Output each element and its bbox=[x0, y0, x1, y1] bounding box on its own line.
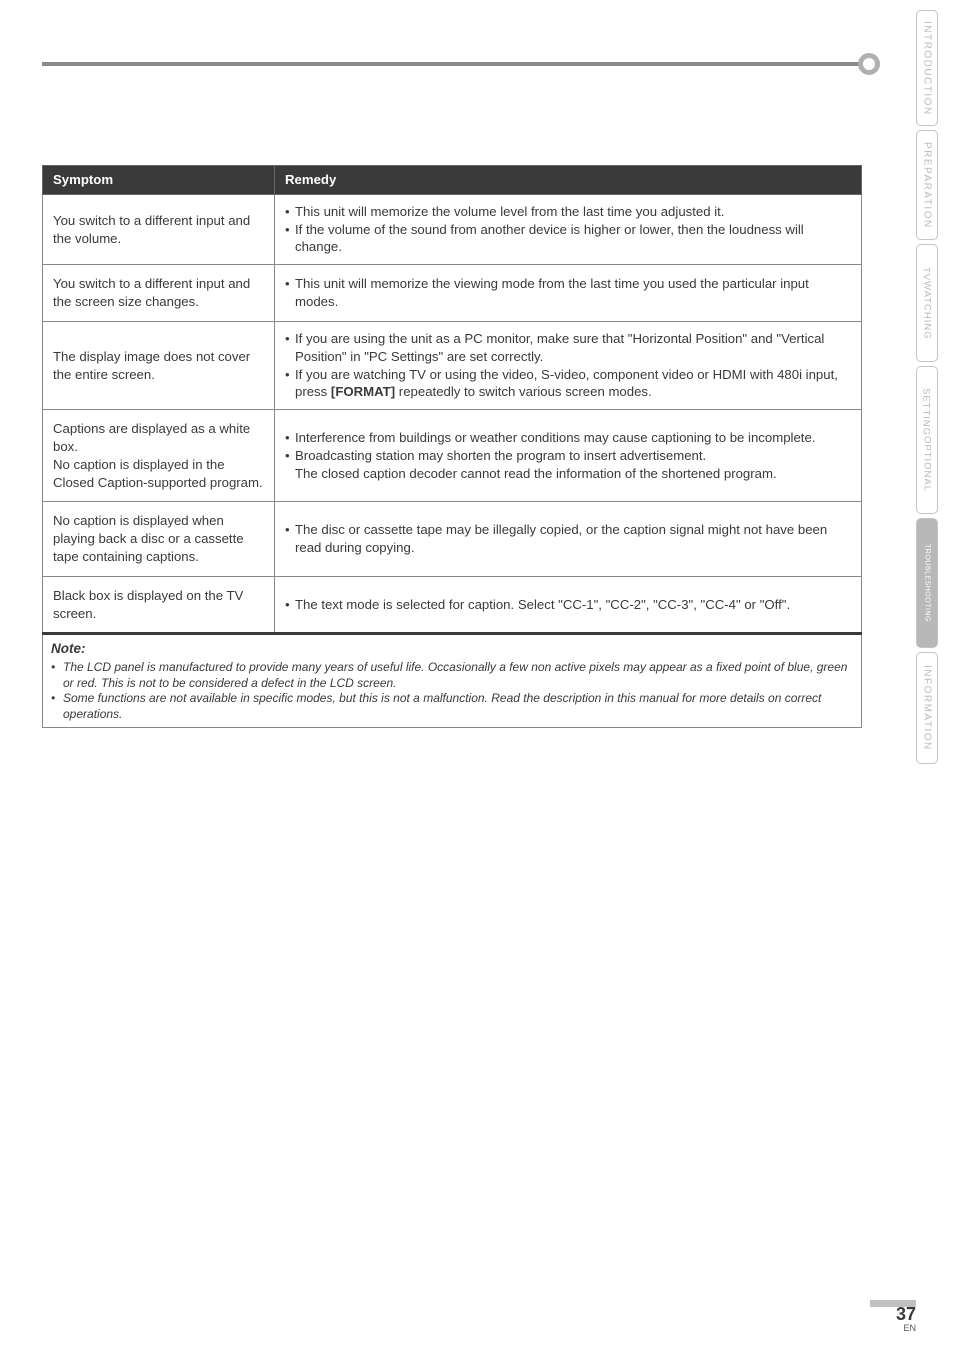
page-number: 37 bbox=[870, 1304, 916, 1325]
remedy-text: Interference from buildings or weather c… bbox=[295, 429, 851, 447]
remedy-bullet: •This unit will memorize the viewing mod… bbox=[285, 275, 851, 311]
symptom-line: No caption is displayed when playing bac… bbox=[53, 512, 264, 565]
bullet-dot-icon: • bbox=[285, 429, 295, 447]
side-tab-troubleshooting[interactable]: TROUBLESHOOTING bbox=[916, 518, 938, 648]
header-rule bbox=[42, 62, 862, 66]
col-header-remedy: Remedy bbox=[275, 166, 862, 195]
side-tabs: INTRODUCTION PREPARATION TVWATCHING SETTING… bbox=[916, 10, 946, 768]
bullet-dot-icon: • bbox=[51, 660, 63, 691]
symptom-line: No caption is displayed in the Closed Ca… bbox=[53, 456, 264, 492]
remedy-bullet: •If you are watching TV or using the vid… bbox=[285, 366, 851, 402]
col-header-symptom: Symptom bbox=[43, 166, 275, 195]
bullet-dot-icon: • bbox=[51, 691, 63, 722]
table-row: Black box is displayed on the TV screen.… bbox=[43, 576, 862, 634]
note-box: Note: •The LCD panel is manufactured to … bbox=[42, 635, 862, 728]
remedy-text: Broadcasting station may shorten the pro… bbox=[295, 447, 851, 483]
note-bullet: •The LCD panel is manufactured to provid… bbox=[51, 660, 853, 691]
side-tab-optional-setting[interactable]: SETTINGOPTIONAL bbox=[916, 366, 938, 514]
symptom-line: You switch to a different input and the … bbox=[53, 212, 264, 248]
symptom-cell: The display image does not cover the ent… bbox=[43, 321, 275, 409]
side-tab-information[interactable]: INFORMATION bbox=[916, 652, 938, 764]
troubleshooting-table: Symptom Remedy You switch to a different… bbox=[42, 165, 862, 635]
bullet-dot-icon: • bbox=[285, 275, 295, 311]
symptom-line: The display image does not cover the ent… bbox=[53, 348, 264, 384]
page-footer: 37 EN bbox=[870, 1300, 916, 1333]
header-ring-icon bbox=[858, 53, 880, 75]
symptom-cell: Captions are displayed as a white box.No… bbox=[43, 410, 275, 502]
remedy-bullet: •Interference from buildings or weather … bbox=[285, 429, 851, 447]
table-row: You switch to a different input and the … bbox=[43, 265, 862, 322]
bullet-dot-icon: • bbox=[285, 447, 295, 483]
bullet-dot-icon: • bbox=[285, 521, 295, 557]
table-row: The display image does not cover the ent… bbox=[43, 321, 862, 409]
symptom-line: Captions are displayed as a white box. bbox=[53, 420, 264, 456]
bullet-dot-icon: • bbox=[285, 330, 295, 366]
remedy-text: This unit will memorize the volume level… bbox=[295, 203, 851, 221]
remedy-bullet: •This unit will memorize the volume leve… bbox=[285, 203, 851, 221]
remedy-bullet: •The disc or cassette tape may be illega… bbox=[285, 521, 851, 557]
table-row: Captions are displayed as a white box.No… bbox=[43, 410, 862, 502]
remedy-bullet: •Broadcasting station may shorten the pr… bbox=[285, 447, 851, 483]
note-text: Some functions are not available in spec… bbox=[63, 691, 853, 722]
bullet-dot-icon: • bbox=[285, 366, 295, 402]
symptom-line: You switch to a different input and the … bbox=[53, 275, 264, 311]
side-tab-introduction[interactable]: INTRODUCTION bbox=[916, 10, 938, 126]
remedy-text: If the volume of the sound from another … bbox=[295, 221, 851, 257]
page-lang: EN bbox=[870, 1323, 916, 1333]
table-row: No caption is displayed when playing bac… bbox=[43, 502, 862, 576]
symptom-cell: No caption is displayed when playing bac… bbox=[43, 502, 275, 576]
main-content: Symptom Remedy You switch to a different… bbox=[42, 165, 862, 728]
symptom-cell: You switch to a different input and the … bbox=[43, 194, 275, 264]
symptom-line: Black box is displayed on the TV screen. bbox=[53, 587, 264, 623]
side-tab-preparation[interactable]: PREPARATION bbox=[916, 130, 938, 240]
bullet-dot-icon: • bbox=[285, 221, 295, 257]
remedy-cell: •This unit will memorize the viewing mod… bbox=[275, 265, 862, 322]
remedy-cell: •This unit will memorize the volume leve… bbox=[275, 194, 862, 264]
remedy-cell: •The disc or cassette tape may be illega… bbox=[275, 502, 862, 576]
remedy-bullet: •If you are using the unit as a PC monit… bbox=[285, 330, 851, 366]
remedy-text: The text mode is selected for caption. S… bbox=[295, 596, 851, 614]
bullet-dot-icon: • bbox=[285, 203, 295, 221]
note-text: The LCD panel is manufactured to provide… bbox=[63, 660, 853, 691]
remedy-bullet: •The text mode is selected for caption. … bbox=[285, 596, 851, 614]
remedy-cell: •The text mode is selected for caption. … bbox=[275, 576, 862, 634]
table-row: You switch to a different input and the … bbox=[43, 194, 862, 264]
symptom-cell: Black box is displayed on the TV screen. bbox=[43, 576, 275, 634]
remedy-cell: •Interference from buildings or weather … bbox=[275, 410, 862, 502]
remedy-text: If you are using the unit as a PC monito… bbox=[295, 330, 851, 366]
side-tab-watching-tv[interactable]: TVWATCHING bbox=[916, 244, 938, 362]
bullet-dot-icon: • bbox=[285, 596, 295, 614]
remedy-bullet: •If the volume of the sound from another… bbox=[285, 221, 851, 257]
remedy-text: If you are watching TV or using the vide… bbox=[295, 366, 851, 402]
symptom-cell: You switch to a different input and the … bbox=[43, 265, 275, 322]
remedy-text: The disc or cassette tape may be illegal… bbox=[295, 521, 851, 557]
note-bullet: •Some functions are not available in spe… bbox=[51, 691, 853, 722]
remedy-cell: •If you are using the unit as a PC monit… bbox=[275, 321, 862, 409]
remedy-text: This unit will memorize the viewing mode… bbox=[295, 275, 851, 311]
note-title: Note: bbox=[51, 640, 853, 658]
